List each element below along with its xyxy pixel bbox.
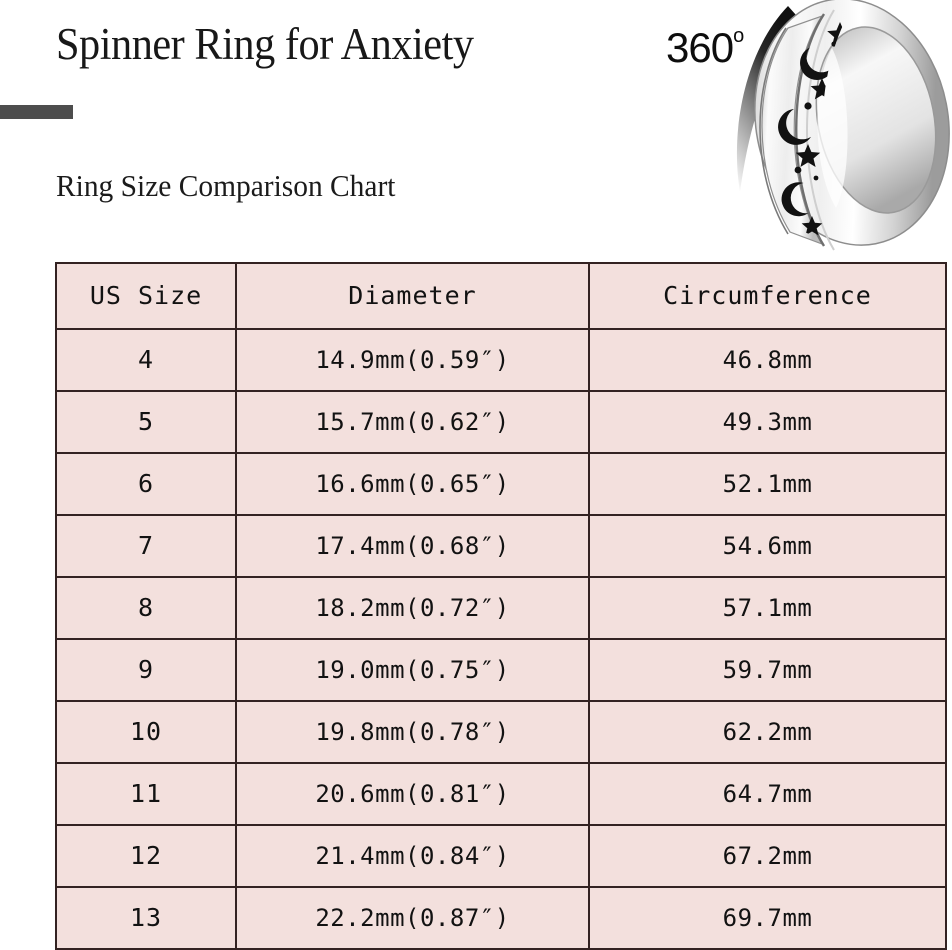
cell-circumference: 69.7mm — [588, 886, 947, 950]
cell-circumference: 49.3mm — [588, 390, 947, 454]
cell-circumference: 57.1mm — [588, 576, 947, 640]
table-row: 6 16.6mm(0.65″) 52.1mm — [55, 452, 947, 516]
cell-us-size: 13 — [55, 886, 237, 950]
crescent-moon-icon — [800, 47, 834, 80]
cell-diameter: 21.4mm(0.84″) — [235, 824, 590, 888]
cell-us-size: 9 — [55, 638, 237, 702]
cell-circumference: 59.7mm — [588, 638, 947, 702]
cell-us-size: 10 — [55, 700, 237, 764]
cell-diameter: 17.4mm(0.68″) — [235, 514, 590, 578]
cell-circumference: 52.1mm — [588, 452, 947, 516]
header-area: Spinner Ring for Anxiety 360o Ring Size … — [0, 0, 952, 258]
cell-diameter: 22.2mm(0.87″) — [235, 886, 590, 950]
star-icon — [795, 144, 821, 167]
cell-us-size: 5 — [55, 390, 237, 454]
page-title: Spinner Ring for Anxiety — [56, 19, 474, 69]
cell-diameter: 19.0mm(0.75″) — [235, 638, 590, 702]
table-row: 8 18.2mm(0.72″) 57.1mm — [55, 576, 947, 640]
degree-badge: 360o — [666, 26, 744, 69]
cell-us-size: 11 — [55, 762, 237, 826]
cell-us-size: 12 — [55, 824, 237, 888]
table-row: 4 14.9mm(0.59″) 46.8mm — [55, 328, 947, 392]
table-row: 7 17.4mm(0.68″) 54.6mm — [55, 514, 947, 578]
crescent-moon-icon — [778, 108, 812, 145]
table-row: 12 21.4mm(0.84″) 67.2mm — [55, 824, 947, 888]
cell-diameter: 18.2mm(0.72″) — [235, 576, 590, 640]
column-header-circumference: Circumference — [588, 262, 947, 330]
cell-diameter: 16.6mm(0.65″) — [235, 452, 590, 516]
table-row: 11 20.6mm(0.81″) 64.7mm — [55, 762, 947, 826]
spinner-ring-photo — [700, 0, 952, 254]
table-row: 5 15.7mm(0.62″) 49.3mm — [55, 390, 947, 454]
section-subtitle: Ring Size Comparison Chart — [56, 168, 396, 203]
cell-circumference: 67.2mm — [588, 824, 947, 888]
cell-circumference: 46.8mm — [588, 328, 947, 392]
table-row: 9 19.0mm(0.75″) 59.7mm — [55, 638, 947, 702]
cell-us-size: 6 — [55, 452, 237, 516]
star-icon — [801, 216, 823, 236]
cell-us-size: 4 — [55, 328, 237, 392]
table-header-row: US Size Diameter Circumference — [55, 262, 947, 330]
degree-value: 360 — [666, 24, 734, 71]
dot-icon — [794, 166, 802, 174]
cell-us-size: 7 — [55, 514, 237, 578]
cell-diameter: 20.6mm(0.81″) — [235, 762, 590, 826]
column-header-us-size: US Size — [55, 262, 237, 330]
ring-groove-left — [759, 27, 789, 235]
cell-diameter: 15.7mm(0.62″) — [235, 390, 590, 454]
crescent-moon-icon — [781, 182, 809, 217]
cell-circumference: 62.2mm — [588, 700, 947, 764]
cell-diameter: 14.9mm(0.59″) — [235, 328, 590, 392]
dot-icon — [804, 102, 812, 110]
table-row: 10 19.8mm(0.78″) 62.2mm — [55, 700, 947, 764]
cell-us-size: 8 — [55, 576, 237, 640]
cell-circumference: 64.7mm — [588, 762, 947, 826]
table-row: 13 22.2mm(0.87″) 69.7mm — [55, 886, 947, 950]
ring-size-comparison-table: US Size Diameter Circumference 4 14.9mm(… — [55, 262, 947, 950]
cell-diameter: 19.8mm(0.78″) — [235, 700, 590, 764]
cell-circumference: 54.6mm — [588, 514, 947, 578]
accent-bar — [0, 105, 73, 119]
dot-icon — [813, 175, 819, 181]
degree-symbol: o — [733, 25, 745, 47]
column-header-diameter: Diameter — [235, 262, 590, 330]
